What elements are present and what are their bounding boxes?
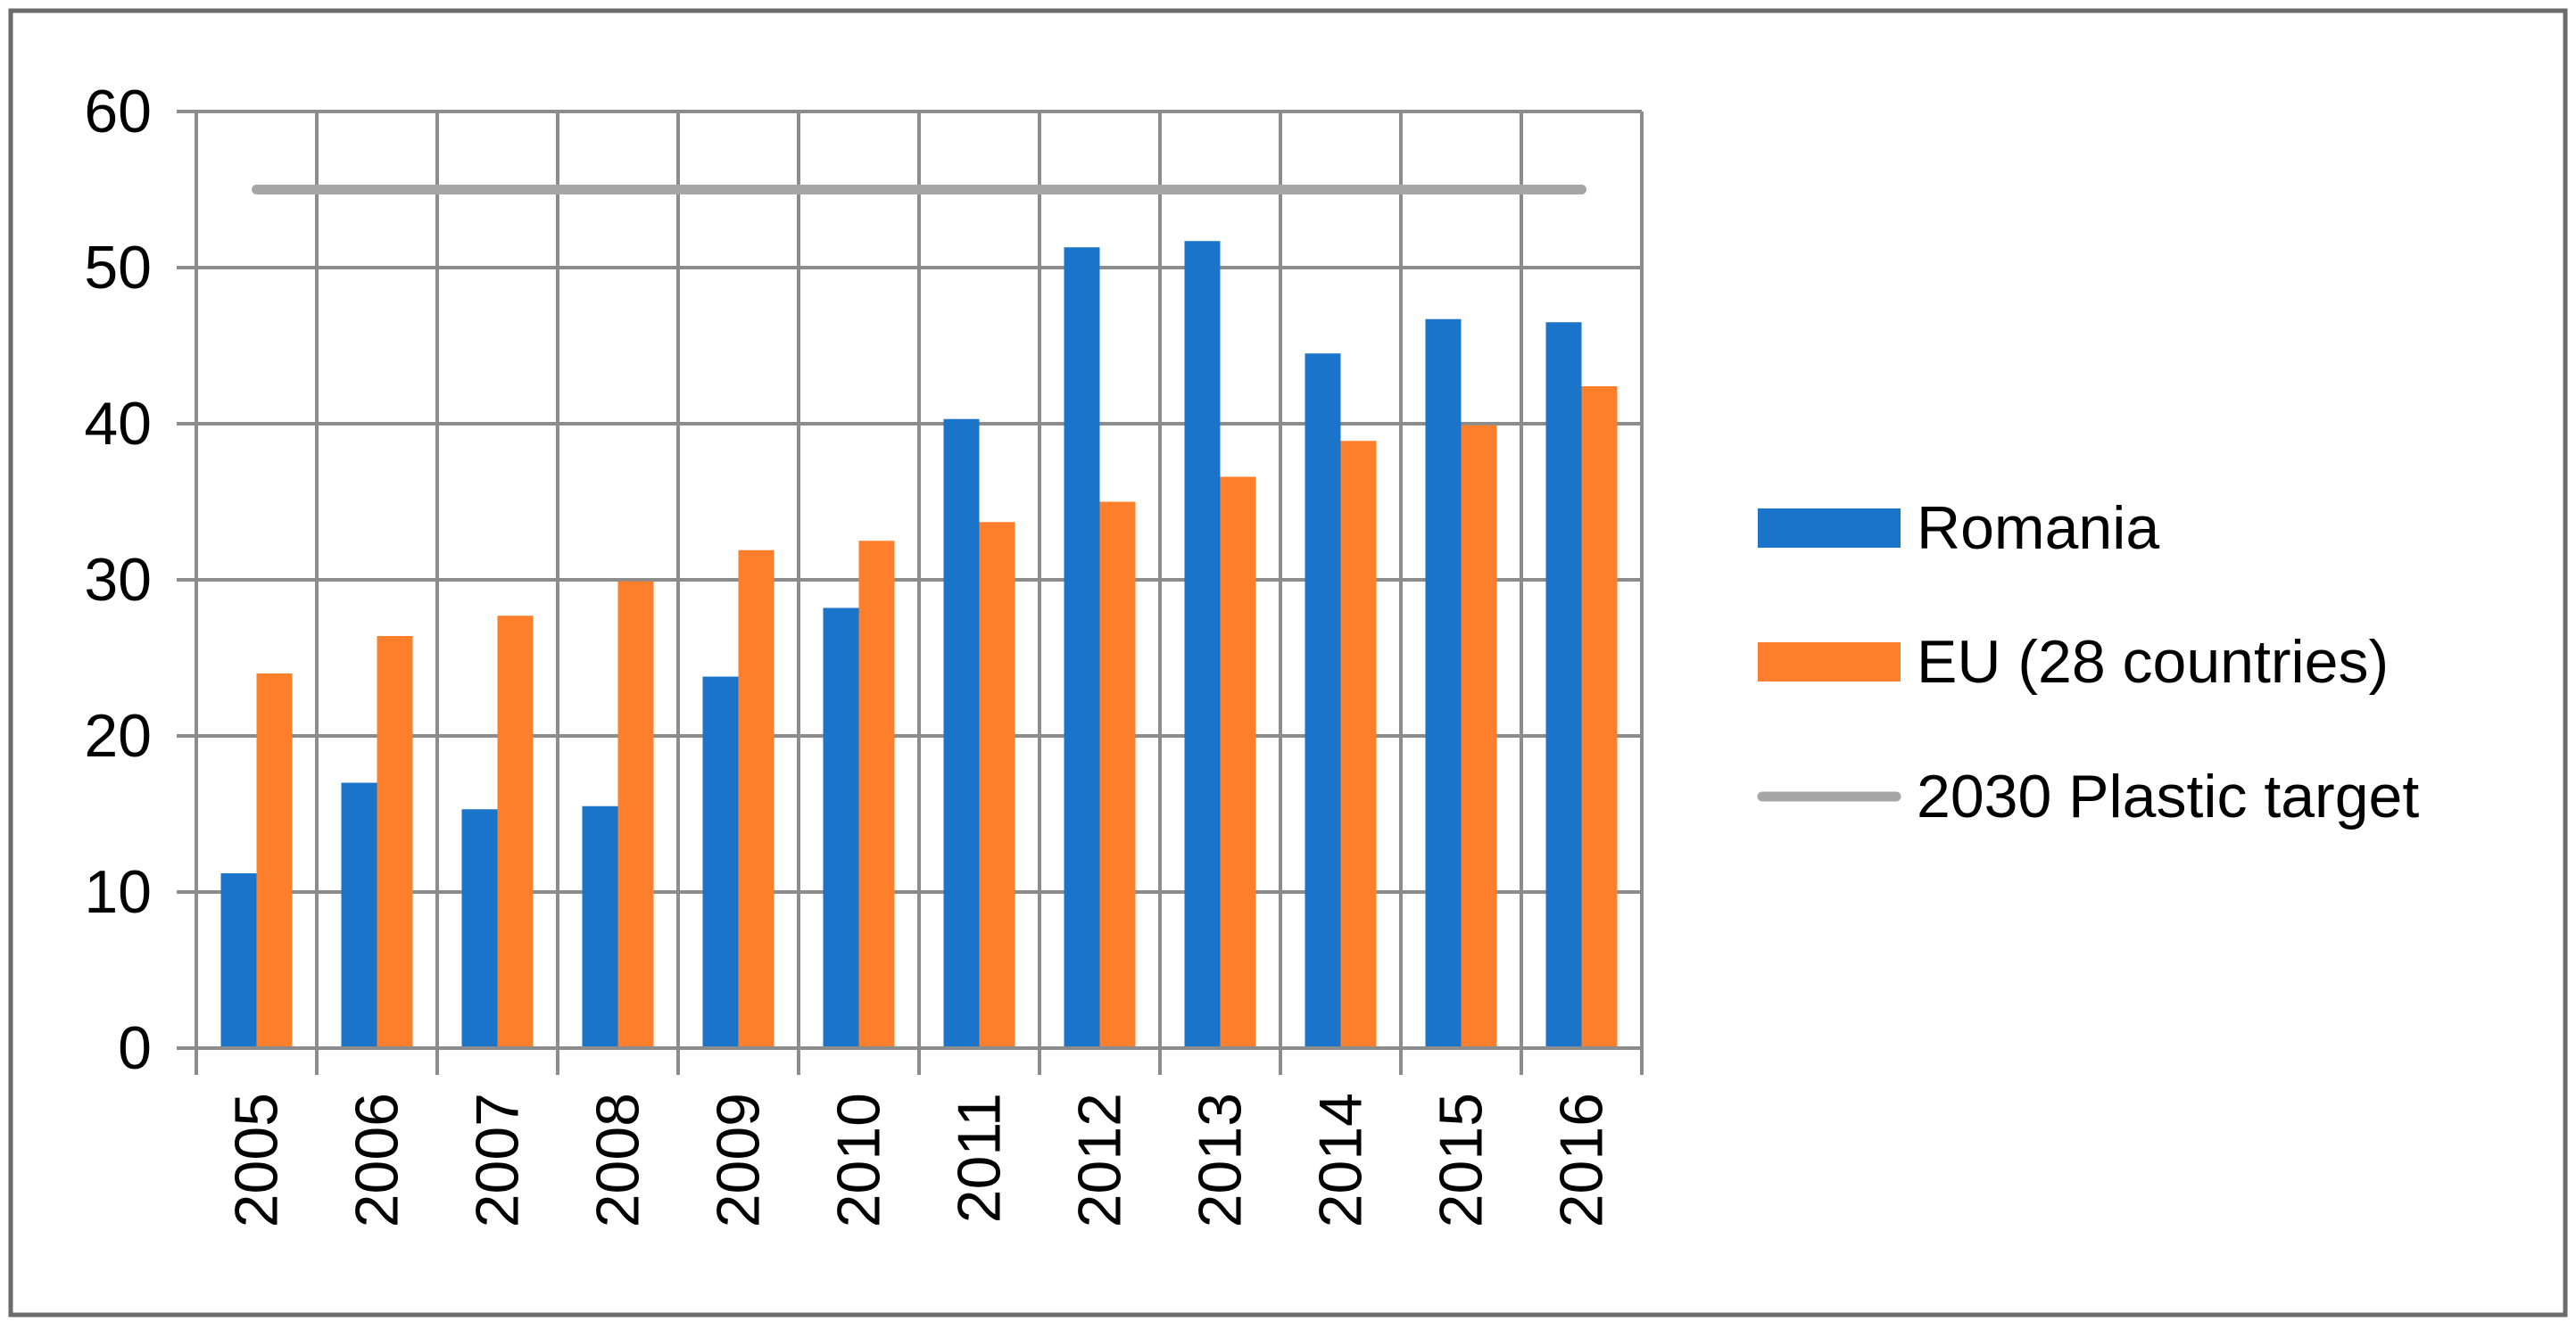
bar-eu-28-countries-2016 <box>1581 386 1618 1048</box>
x-tick-label: 2008 <box>584 1093 652 1227</box>
y-tick-label: 10 <box>84 858 152 926</box>
bar-romania-2015 <box>1425 318 1462 1048</box>
bar-romania-2014 <box>1305 353 1341 1048</box>
y-tick-label: 20 <box>84 702 152 770</box>
y-tick-label: 50 <box>84 234 152 302</box>
bar-eu-28-countries-2014 <box>1340 441 1377 1048</box>
legend-label: Romania <box>1917 494 2159 562</box>
x-tick-label: 2013 <box>1187 1093 1255 1227</box>
bar-eu-28-countries-2012 <box>1099 501 1136 1048</box>
bar-eu-28-countries-2010 <box>858 541 895 1048</box>
x-tick-label: 2006 <box>344 1093 411 1227</box>
bar-romania-2016 <box>1545 322 1582 1048</box>
bar-eu-28-countries-2013 <box>1220 476 1256 1048</box>
bar-eu-28-countries-2006 <box>377 636 413 1048</box>
bar-romania-2012 <box>1064 247 1100 1048</box>
bar-eu-28-countries-2009 <box>738 549 774 1048</box>
y-tick-label: 40 <box>84 390 152 458</box>
bar-romania-2013 <box>1184 241 1221 1048</box>
y-tick-label: 30 <box>84 546 152 614</box>
bar-romania-2008 <box>582 805 618 1048</box>
legend-swatch <box>1758 642 1901 682</box>
legend-swatch <box>1758 508 1901 548</box>
y-tick-labels: 0 10 20 30 40 50 60 <box>84 78 152 1082</box>
legend-label: 2030 Plastic target <box>1917 763 2419 830</box>
bars <box>220 241 1618 1048</box>
bar-romania-2006 <box>341 782 377 1048</box>
x-tick-label: 2012 <box>1066 1093 1134 1227</box>
bar-eu-28-countries-2007 <box>497 615 534 1048</box>
x-tick-label: 2014 <box>1307 1093 1375 1227</box>
legend: Romania EU (28 countries) 2030 Plastic tar… <box>1757 494 2419 830</box>
x-tick-label: 2011 <box>946 1093 1014 1223</box>
bar-romania-2010 <box>823 607 859 1048</box>
bar-eu-28-countries-2008 <box>617 581 654 1048</box>
bar-eu-28-countries-2005 <box>256 673 293 1048</box>
bar-eu-28-countries-2011 <box>979 522 1015 1048</box>
x-tick-labels: 2005 2006 2007 2008 2009 2010 2011 2012 2013 2014… <box>223 1093 1616 1227</box>
y-tick-label: 60 <box>84 78 152 145</box>
bar-romania-2009 <box>702 676 739 1048</box>
legend-label: EU (28 countries) <box>1917 628 2389 696</box>
y-tick-label: 0 <box>118 1014 152 1082</box>
bar-eu-28-countries-2015 <box>1461 425 1497 1048</box>
x-tick-label: 2007 <box>464 1093 532 1227</box>
x-tick-label: 2005 <box>223 1093 291 1227</box>
x-tick-label: 2010 <box>825 1093 893 1227</box>
x-tick-label: 2015 <box>1428 1093 1495 1227</box>
bar-romania-2007 <box>461 809 498 1048</box>
bar-romania-2011 <box>943 418 980 1048</box>
bar-romania-2005 <box>220 873 257 1048</box>
x-tick-label: 2016 <box>1548 1093 1616 1227</box>
x-tick-label: 2009 <box>705 1093 773 1227</box>
axes <box>177 110 1644 1075</box>
